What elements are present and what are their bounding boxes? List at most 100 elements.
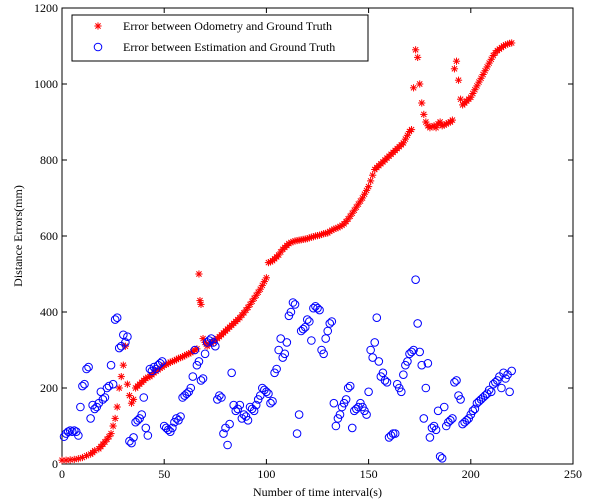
estimation-error-point [137,410,147,419]
estimation-error-point [231,406,241,416]
legend-box [71,14,369,62]
x-tick-label: 250 [564,467,582,481]
odometry-error-point [113,403,121,411]
odometry-error-point [260,278,268,286]
estimation-error-point [413,319,422,328]
estimation-error-point [143,431,153,440]
estimation-error-point [425,433,435,442]
estimation-error-point [446,416,455,425]
y-tick-label: 0 [52,457,58,471]
estimation-error-point [82,364,91,374]
estimation-error-point [415,347,425,357]
estimation-error-point [374,357,384,366]
estimation-error-point [108,379,118,389]
estimation-error-point [196,376,206,385]
estimation-error-point [90,404,100,414]
axes: 0 50 100 150 200 250 0 200 400 600 800 1000 1200 [34,1,582,481]
legend-label-estimation: Error between Estimation and Ground Trut… [123,40,335,54]
estimation-error-point [507,366,516,376]
odometry-error-point [365,183,373,191]
estimation-error-point [211,341,220,351]
estimation-error-point [249,406,259,416]
odometry-error-point [420,110,428,118]
estimation-error-point [321,334,330,343]
estimation-error-point [364,387,373,397]
estimation-error-point [327,317,337,326]
estimation-error-point [243,416,253,425]
estimation-error-point [450,378,459,387]
odometry-error-point [414,53,422,61]
estimation-error-point [225,419,234,429]
odometry-error-point [115,384,123,392]
estimation-error-point [96,387,106,397]
odometry-error-point [416,80,424,88]
estimation-error-point [121,338,130,347]
estimation-error-point [491,378,500,387]
estimation-error-point [403,357,412,366]
estimation-error-point [104,381,114,391]
estimation-error-point [484,385,494,395]
estimation-error-point [276,334,286,343]
odometry-error-point [452,57,461,65]
odometry-error-point [117,373,125,381]
legend-asterisk-marker [94,22,102,30]
estimation-error-point [172,414,181,423]
estimation-error-point [194,357,204,366]
odometry-error-point [450,65,459,73]
estimation-error-point [86,414,95,423]
estimation-error-point [325,319,335,328]
y-tick-label: 1000 [34,77,58,91]
odometry-error-point [129,395,138,403]
estimation-error-point [372,313,382,323]
estimation-error-point [307,336,316,345]
estimation-error-point [186,383,196,393]
estimation-error-point [127,438,136,448]
odometry-error-point [58,456,66,464]
estimation-error-point [319,349,328,359]
estimation-error-point [302,315,312,324]
odometry-error-point [78,453,87,462]
x-axis-ticks: 0 50 100 150 200 250 [59,8,582,481]
estimation-error-point [78,381,87,391]
estimation-error-point [217,393,226,402]
estimation-error-point [352,404,361,414]
series-estimation-error [59,275,516,463]
estimation-error-point [110,315,120,324]
estimation-error-point [272,364,281,374]
estimation-error-point [200,349,210,359]
y-tick-label: 400 [40,305,58,319]
estimation-error-point [386,431,396,440]
estimation-error-point [235,400,245,410]
estimation-error-point [370,338,380,347]
estimation-error-point [345,381,355,391]
estimation-error-point [382,378,392,387]
estimation-error-point [106,360,116,370]
odometry-error-point [471,86,479,94]
y-axis-ticks: 0 200 400 600 800 1000 1200 [34,1,573,471]
estimation-error-point [305,317,314,326]
estimation-error-point [188,372,198,381]
estimation-error-point [309,303,318,313]
estimation-error-point [407,347,416,357]
estimation-error-point [380,376,390,385]
estimation-error-point [98,395,108,404]
y-tick-label: 200 [40,381,58,395]
estimation-error-point [274,345,283,355]
estimation-error-point [182,389,191,399]
estimation-error-point [288,298,298,307]
estimation-error-point [215,391,224,400]
estimation-error-point [119,330,128,340]
estimation-error-point [149,362,159,372]
estimation-error-point [368,353,377,362]
y-tick-label: 600 [40,229,58,243]
estimation-error-point [431,425,441,435]
estimation-error-point [480,391,490,400]
estimation-error-point [176,412,185,421]
odometry-error-point [195,270,203,278]
estimation-error-point [378,368,388,378]
estimation-error-point [84,362,93,372]
estimation-error-point [300,322,310,332]
legend-label-odometry: Error between Odometry and Ground Truth [123,19,332,33]
estimation-error-point [417,360,427,370]
